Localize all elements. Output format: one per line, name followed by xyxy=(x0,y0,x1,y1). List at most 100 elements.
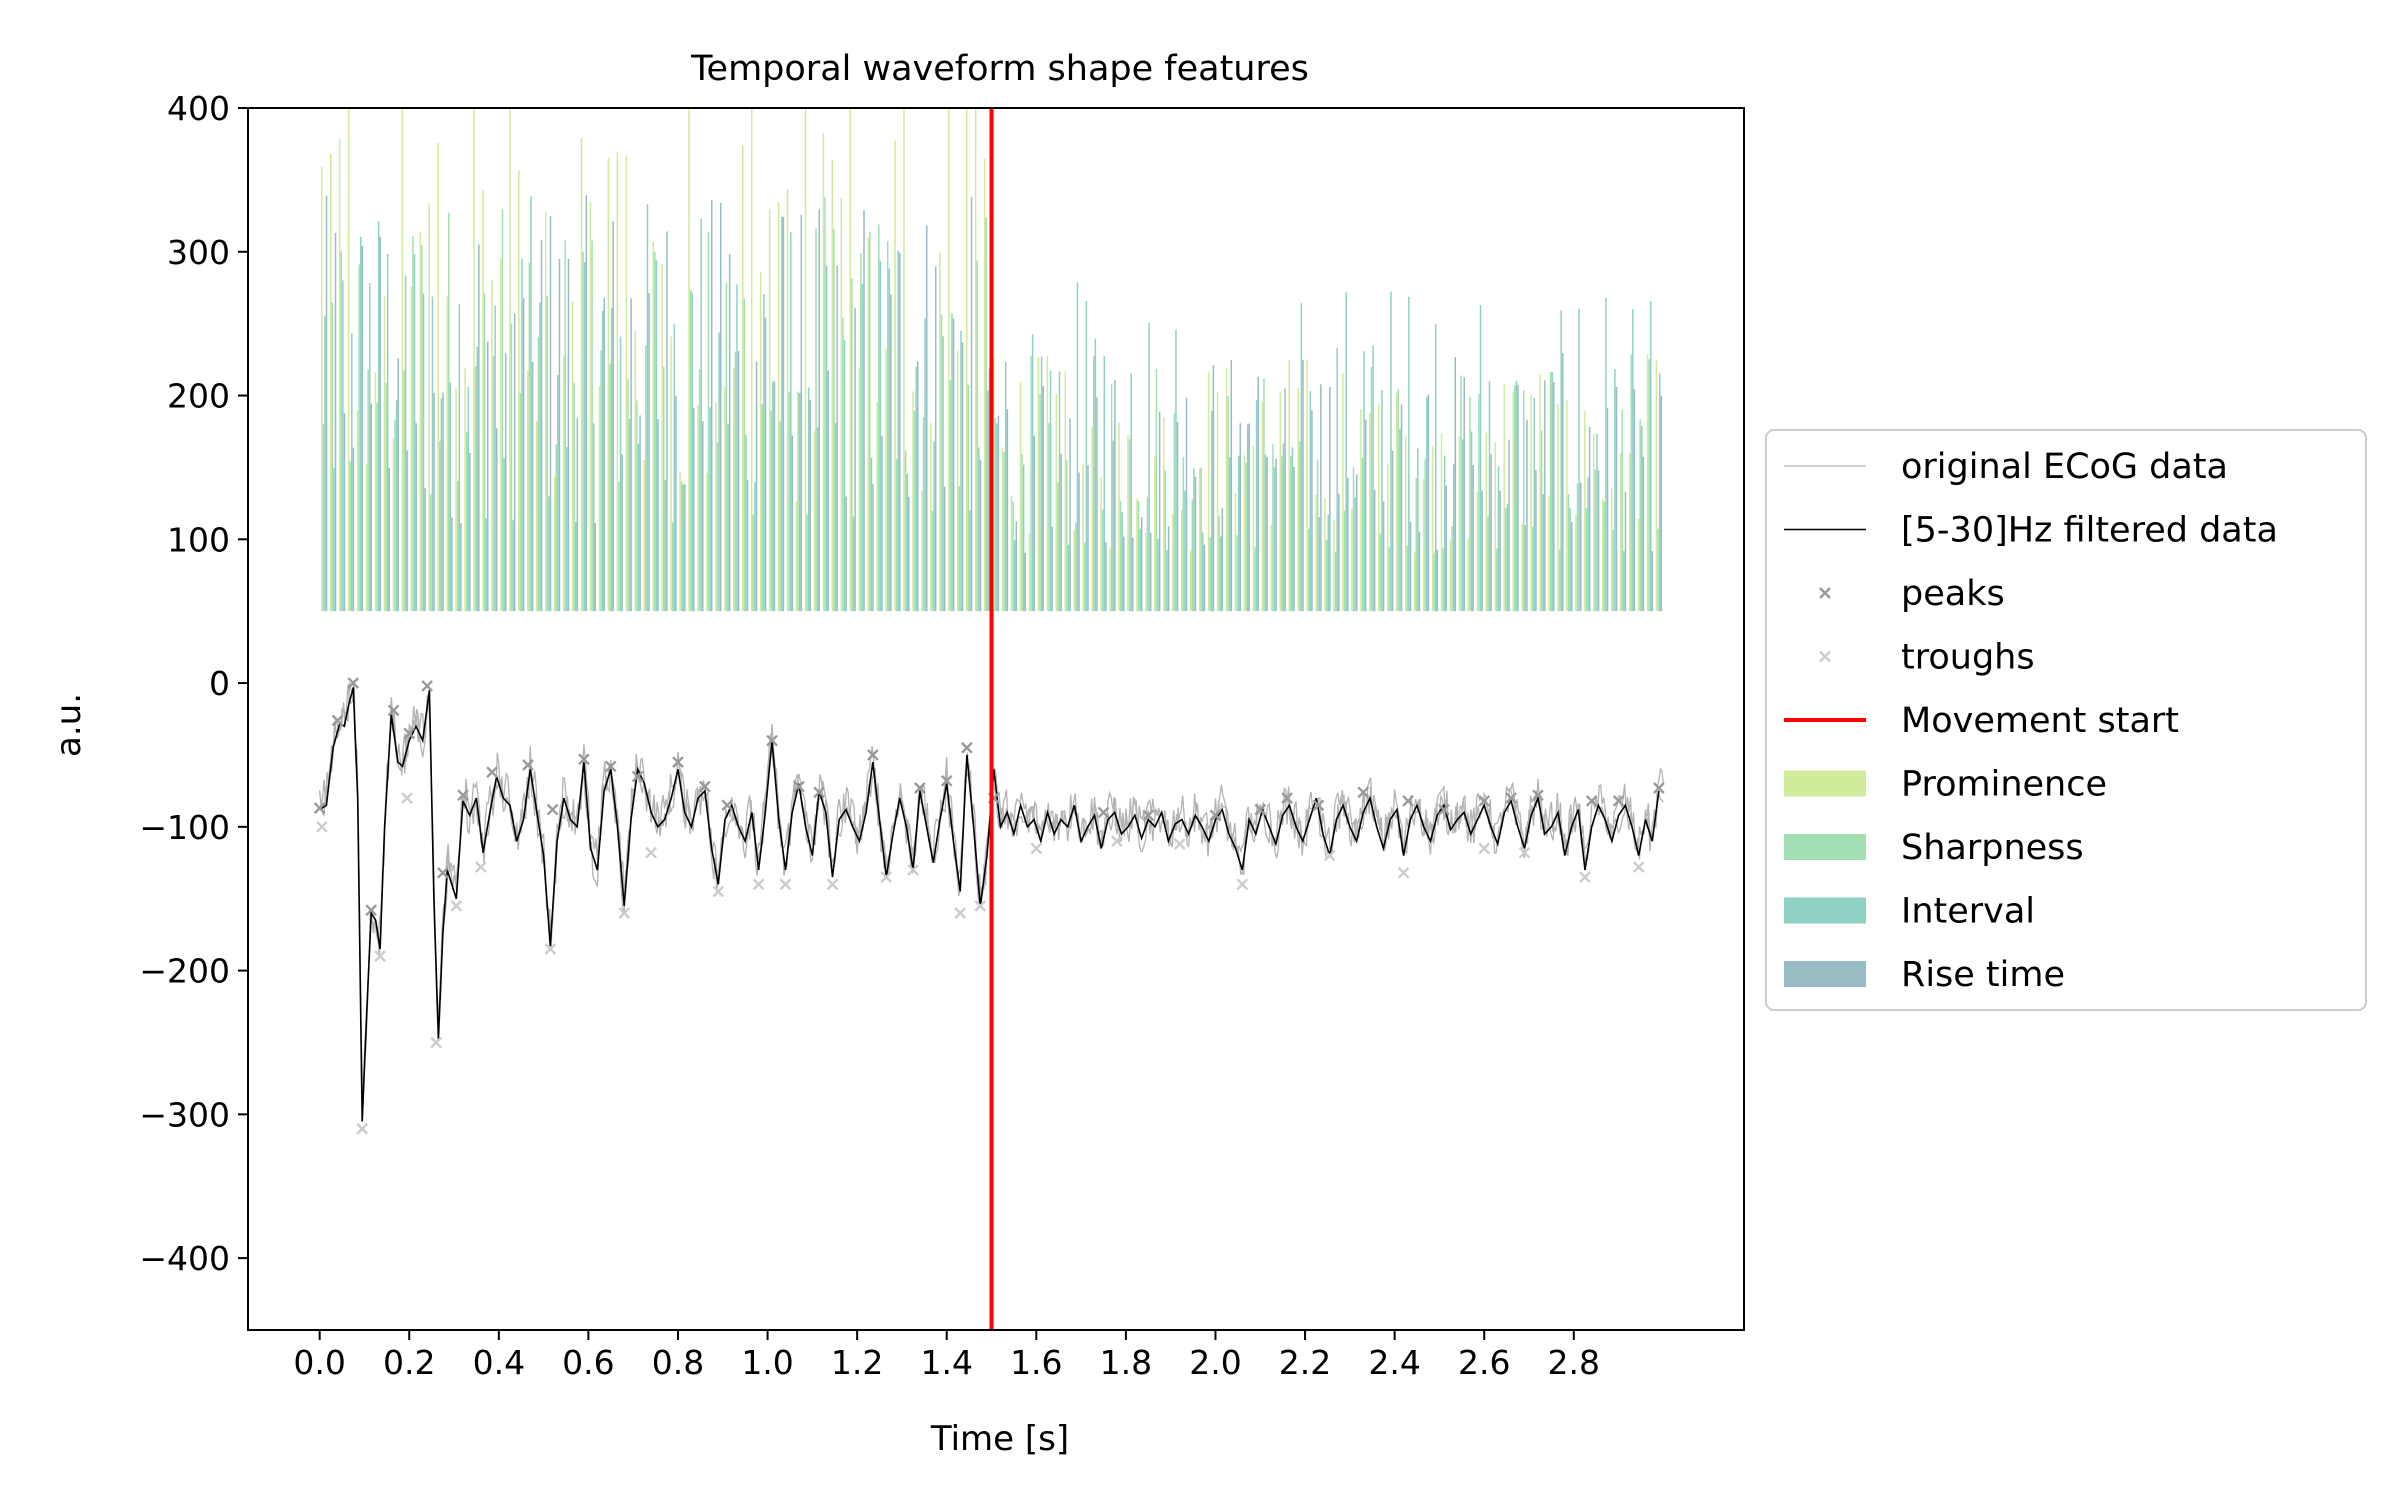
plot-area xyxy=(313,108,1665,1330)
peak-marker xyxy=(1312,799,1325,812)
trough-marker xyxy=(475,861,487,873)
peak-marker xyxy=(457,789,469,802)
trough-marker xyxy=(430,1036,442,1049)
x-axis-label: Time [s] xyxy=(930,1419,1069,1459)
peak-marker xyxy=(1357,786,1370,799)
peak-marker xyxy=(1142,809,1155,822)
y-tick-label: 200 xyxy=(167,377,230,416)
trough-marker xyxy=(356,1122,369,1135)
trough-marker xyxy=(316,820,328,833)
trough-marker xyxy=(1518,846,1531,859)
peak-marker xyxy=(1612,795,1625,807)
axes: 0.0 0.2 0.4 0.6 0.8 1.0 1.2 1.4 1.6 1.8 2.0 2.2 2.4 2… xyxy=(139,89,1745,1382)
plot-frame xyxy=(247,107,1745,1331)
legend-handle-patch xyxy=(1784,770,1866,797)
peak-marker xyxy=(486,766,498,779)
trough-marker xyxy=(779,878,792,891)
trough-marker xyxy=(712,885,725,898)
peak-marker xyxy=(1281,792,1293,804)
x-tick-label: 0.6 xyxy=(562,1343,614,1382)
peak-marker xyxy=(604,760,617,773)
x-tick-label: 2.8 xyxy=(1548,1343,1600,1382)
legend-label: original ECoG data xyxy=(1901,447,2228,487)
trough-marker xyxy=(374,950,386,963)
peak-marker xyxy=(578,753,590,766)
peak-marker xyxy=(793,780,805,793)
trough-marker xyxy=(1030,842,1043,855)
y-tick-label: −100 xyxy=(139,808,230,847)
x-tick-label: 0.8 xyxy=(652,1343,704,1382)
trough-marker xyxy=(645,846,657,859)
legend-handle-marker xyxy=(1819,650,1831,663)
legend-handle-patch xyxy=(1784,961,1866,987)
trough-marker xyxy=(954,907,967,919)
x-tick-label: 1.4 xyxy=(920,1343,972,1382)
x-tick-label: 0.0 xyxy=(293,1343,345,1382)
legend-label: Sharpness xyxy=(1901,828,2084,868)
trough-marker xyxy=(450,900,463,912)
peak-marker xyxy=(347,677,360,689)
peak-marker xyxy=(387,704,400,717)
x-tick-label: 2.4 xyxy=(1368,1343,1420,1382)
y-tick-label: −400 xyxy=(139,1239,230,1278)
trough-marker xyxy=(618,907,631,919)
legend-label: [5-30]Hz filtered data xyxy=(1901,511,2278,551)
x-tick-label: 2.2 xyxy=(1279,1343,1331,1382)
legend-label: troughs xyxy=(1901,638,2035,678)
trough-marker xyxy=(826,878,839,891)
legend-label: Prominence xyxy=(1901,765,2107,805)
peak-marker xyxy=(699,780,711,793)
peak-marker xyxy=(766,734,778,747)
peak-marker xyxy=(866,749,879,761)
legend: original ECoG data [5-30]Hz filtered data… xyxy=(1765,429,2367,1011)
y-tick-label: 400 xyxy=(167,89,230,128)
trough-marker xyxy=(401,792,413,804)
trough-marker xyxy=(1632,861,1645,873)
peak-marker xyxy=(940,774,953,787)
y-axis-label: a.u. xyxy=(49,693,89,757)
peak-marker xyxy=(1402,795,1414,807)
x-tick-label: 1.0 xyxy=(741,1343,793,1382)
trough-marker xyxy=(974,900,987,912)
peak-marker xyxy=(631,770,644,783)
peak-marker xyxy=(421,680,434,692)
peak-marker xyxy=(1438,803,1450,816)
peak-marker xyxy=(813,786,825,799)
x-tick-label: 0.2 xyxy=(383,1343,435,1382)
y-tick-label: 300 xyxy=(167,233,230,272)
peak-marker xyxy=(331,714,344,727)
trough-marker xyxy=(1173,838,1186,850)
x-tick-label: 1.2 xyxy=(831,1343,883,1382)
x-tick-label: 1.8 xyxy=(1100,1343,1152,1382)
peak-marker xyxy=(1532,789,1544,802)
peak-marker xyxy=(1254,803,1267,816)
legend-box xyxy=(1765,429,2367,1011)
x-tick-label: 0.4 xyxy=(473,1343,525,1382)
peak-marker xyxy=(436,866,449,879)
peak-marker xyxy=(961,741,973,754)
peak-marker xyxy=(1653,782,1665,794)
peak-marker xyxy=(1478,795,1491,807)
peak-marker xyxy=(914,782,926,794)
chart-title: Temporal waveform shape features xyxy=(690,49,1309,89)
legend-label: peaks xyxy=(1901,574,2005,614)
x-tick-label: 1.6 xyxy=(1010,1343,1062,1382)
trough-marker xyxy=(1478,842,1491,855)
peak-marker xyxy=(1209,809,1222,822)
peak-marker xyxy=(1585,795,1598,807)
y-tick-label: −300 xyxy=(139,1095,230,1134)
y-tick-label: −200 xyxy=(139,952,230,991)
peak-marker xyxy=(672,756,684,768)
trough-marker xyxy=(1111,835,1123,848)
legend-handle-patch xyxy=(1784,834,1866,860)
trough-marker xyxy=(752,878,765,891)
trough-marker xyxy=(1323,849,1336,862)
trough-marker xyxy=(1397,866,1410,879)
x-tick-label: 2.0 xyxy=(1189,1343,1241,1382)
y-tick-label: 100 xyxy=(167,520,230,559)
trough-marker xyxy=(880,871,893,883)
legend-label: Rise time xyxy=(1901,955,2065,995)
peak-marker xyxy=(403,727,416,740)
trough-marker xyxy=(544,943,557,955)
